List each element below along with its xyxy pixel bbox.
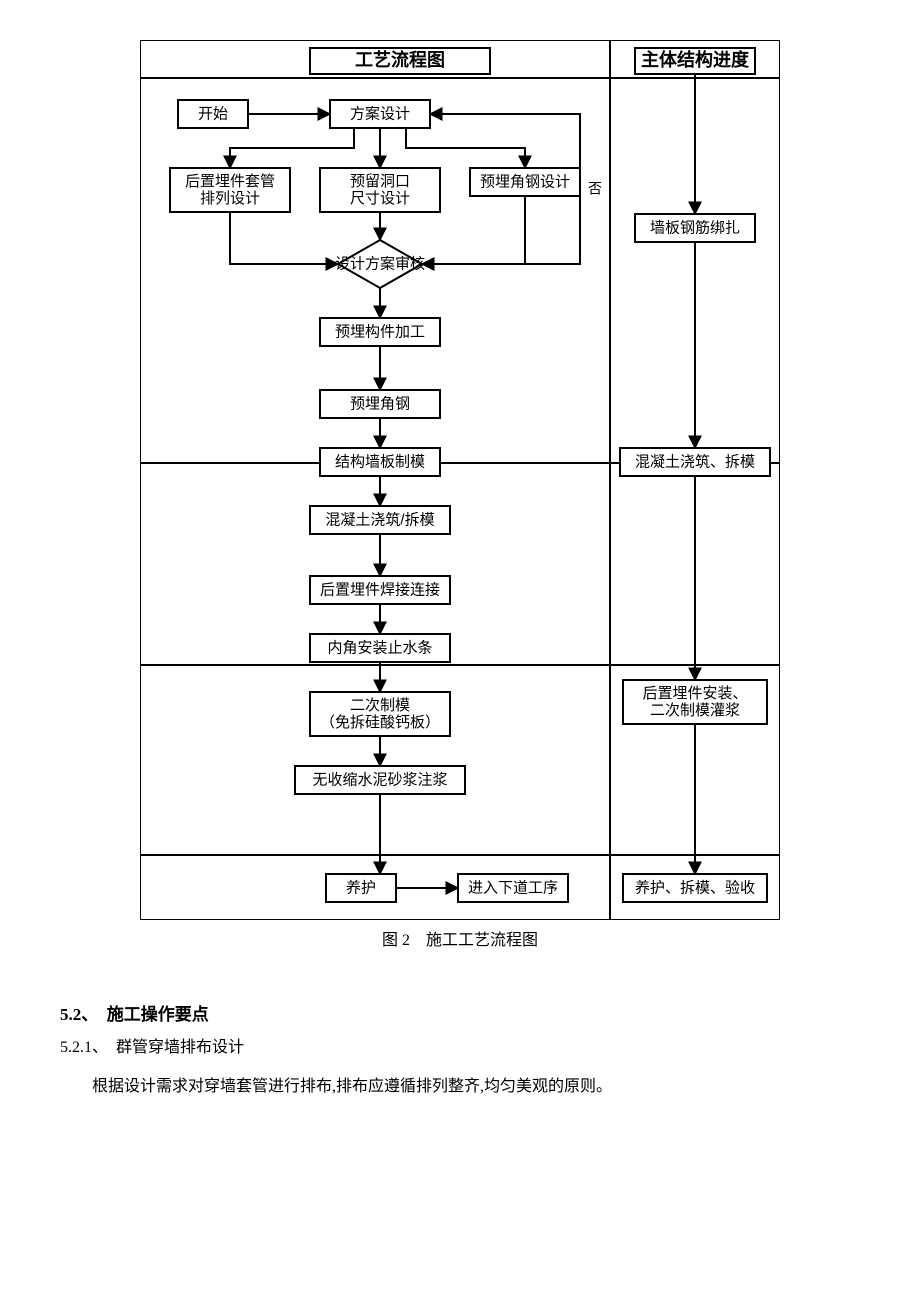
svg-text:后置埋件套管: 后置埋件套管 [185, 173, 275, 190]
svg-text:二次制模: 二次制模 [350, 697, 410, 714]
svg-text:后置埋件安装、: 后置埋件安装、 [642, 685, 747, 702]
svg-text:后置埋件焊接连接: 后置埋件焊接连接 [320, 581, 440, 598]
svg-text:预埋角钢: 预埋角钢 [350, 395, 410, 412]
svg-text:排列设计: 排列设计 [200, 190, 260, 207]
svg-text:预埋角钢设计: 预埋角钢设计 [480, 173, 570, 190]
svg-text:尺寸设计: 尺寸设计 [350, 190, 410, 207]
svg-text:内角安装止水条: 内角安装止水条 [327, 639, 432, 656]
svg-text:方案设计: 方案设计 [350, 104, 410, 122]
svg-text:否: 否 [588, 181, 602, 197]
svg-text:进入下道工序: 进入下道工序 [468, 879, 558, 896]
section-title: 施工操作要点 [107, 1005, 209, 1024]
subsection-heading: 5.2.1、 群管穿墙排布设计 [60, 1033, 860, 1057]
svg-text:设计方案审核: 设计方案审核 [335, 254, 425, 272]
svg-text:结构墙板制模: 结构墙板制模 [335, 452, 425, 470]
svg-text:开始: 开始 [198, 105, 228, 122]
svg-text:墙板钢筋绑扎: 墙板钢筋绑扎 [650, 218, 740, 236]
flowchart-svg: 否工艺流程图主体结构进度开始方案设计后置埋件套管排列设计预留洞口尺寸设计预埋角钢… [140, 40, 780, 920]
subsection-title: 群管穿墙排布设计 [116, 1039, 244, 1056]
body-paragraph: 根据设计需求对穿墙套管进行排布,排布应遵循排列整齐,均匀美观的原则。 [60, 1075, 860, 1099]
flowchart: 否工艺流程图主体结构进度开始方案设计后置埋件套管排列设计预留洞口尺寸设计预埋角钢… [140, 40, 780, 950]
svg-text:（免拆硅酸钙板）: （免拆硅酸钙板） [320, 713, 440, 731]
svg-text:无收缩水泥砂浆注浆: 无收缩水泥砂浆注浆 [312, 770, 447, 788]
svg-text:预埋构件加工: 预埋构件加工 [335, 323, 425, 340]
svg-text:工艺流程图: 工艺流程图 [355, 49, 445, 70]
svg-text:混凝土浇筑/拆模: 混凝土浇筑/拆模 [325, 511, 434, 528]
section-number: 5.2 [60, 1005, 81, 1024]
subsection-number: 5.2.1、 [60, 1039, 100, 1056]
svg-text:混凝土浇筑、拆模: 混凝土浇筑、拆模 [635, 453, 755, 470]
svg-text:养护: 养护 [346, 879, 376, 896]
figure-container: 否工艺流程图主体结构进度开始方案设计后置埋件套管排列设计预留洞口尺寸设计预埋角钢… [60, 40, 860, 950]
svg-text:二次制模灌浆: 二次制模灌浆 [650, 701, 740, 719]
svg-text:主体结构进度: 主体结构进度 [641, 49, 750, 70]
svg-text:预留洞口: 预留洞口 [350, 173, 410, 190]
section-sep: 、 [81, 1005, 90, 1024]
figure-caption: 图 2 施工工艺流程图 [140, 926, 780, 950]
svg-text:养护、拆模、验收: 养护、拆模、验收 [635, 879, 755, 896]
section-heading: 5.2、 施工操作要点 [60, 1000, 860, 1025]
